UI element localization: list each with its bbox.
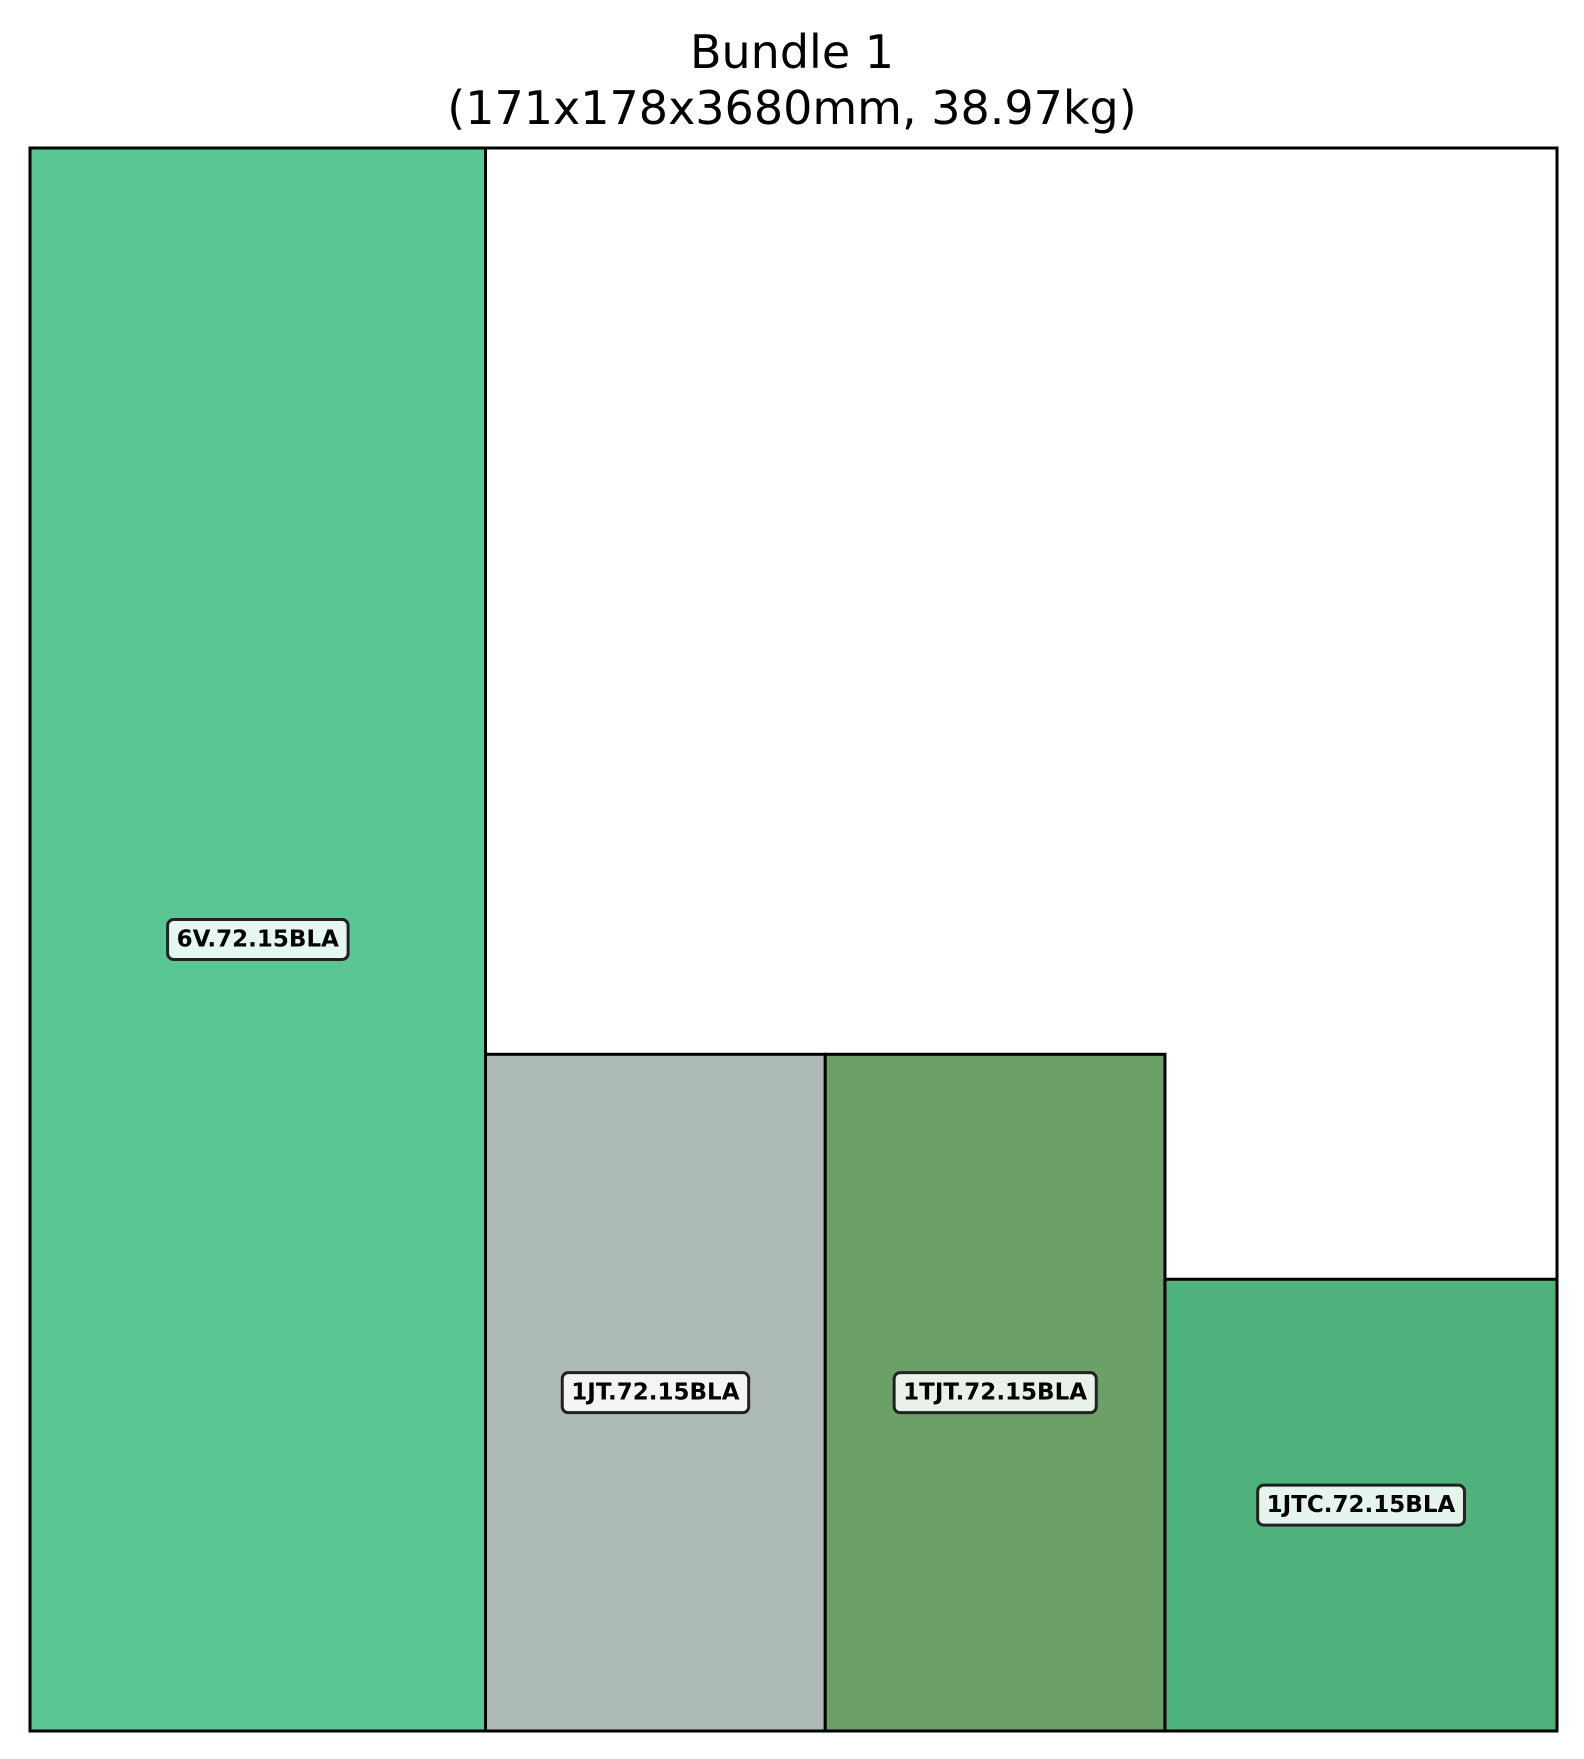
piece-label-1jtc-72-15bla: 1JTC.72.15BLA xyxy=(1267,1492,1456,1518)
pieces-layer: 6V.72.15BLA 1JT.72.15BLA 1TJT.72.15BLA 1JTC… xyxy=(28,146,1559,1733)
piece-label-box-6v-72-15bla xyxy=(166,918,350,961)
piece-1tjt-72-15bla: 1TJT.72.15BLA xyxy=(823,1052,1167,1733)
piece-label-1tjt-72-15bla: 1TJT.72.15BLA xyxy=(903,1380,1087,1406)
piece-label-1jt-72-15bla: 1JT.72.15BLA xyxy=(571,1380,739,1406)
piece-rect-1tjt-72-15bla xyxy=(823,1052,1167,1733)
piece-1jtc-72-15bla: 1JTC.72.15BLA xyxy=(1163,1277,1559,1733)
chart-title: Bundle 1 xyxy=(689,25,895,79)
piece-label-box-1tjt-72-15bla xyxy=(892,1371,1098,1415)
piece-label-box-1jt-72-15bla xyxy=(560,1371,751,1415)
container-border xyxy=(28,146,1559,1733)
piece-6v-72-15bla: 6V.72.15BLA xyxy=(28,146,488,1733)
chart-subtitle: (171x178x3680mm, 38.97kg) xyxy=(447,81,1137,135)
piece-1jt-72-15bla: 1JT.72.15BLA xyxy=(484,1052,827,1733)
piece-label-box-1jtc-72-15bla xyxy=(1256,1483,1466,1527)
piece-label-6v-72-15bla: 6V.72.15BLA xyxy=(177,927,340,953)
